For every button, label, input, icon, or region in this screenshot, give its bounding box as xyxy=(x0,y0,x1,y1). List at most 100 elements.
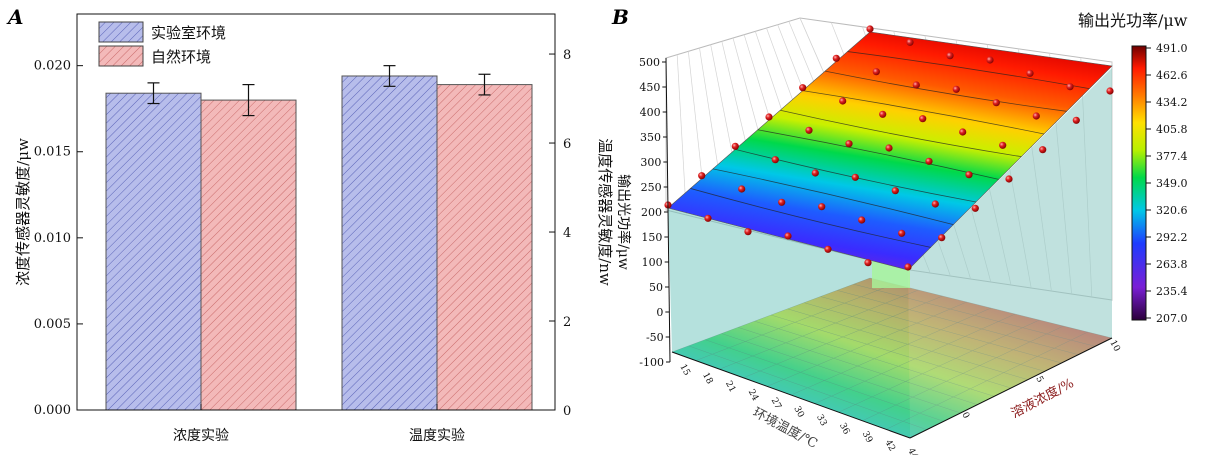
x-tick-label: 15 xyxy=(677,363,691,378)
x-tick-label: 30 xyxy=(791,405,805,420)
z-tick-label: 250 xyxy=(641,181,662,194)
z-tick-label: 50 xyxy=(649,281,663,294)
data-point xyxy=(965,171,973,179)
data-point xyxy=(931,200,939,208)
data-point xyxy=(778,198,786,206)
x-tick-label: 36 xyxy=(837,422,851,437)
z-axis-line xyxy=(665,57,671,363)
contour-line xyxy=(847,51,1090,90)
data-point xyxy=(731,142,739,150)
colorbar-tick-label: 292.2 xyxy=(1156,231,1188,244)
contour-line xyxy=(712,168,954,226)
data-point xyxy=(986,56,994,64)
legend: 实验室环境 自然环境 xyxy=(98,21,226,67)
x-tick-label: 18 xyxy=(700,371,714,386)
data-point xyxy=(891,187,899,195)
z-tick-label: 350 xyxy=(640,131,661,144)
data-point xyxy=(1032,112,1040,120)
x-category-label: 浓度实验 xyxy=(173,428,229,444)
legend-swatch-lab xyxy=(98,21,144,43)
z-tick-label: 500 xyxy=(639,56,660,69)
z-tick-label: 400 xyxy=(640,106,661,119)
contour-line xyxy=(780,109,1022,158)
legend-label-natural: 自然环境 xyxy=(151,48,211,66)
colorbar-tick-label: 377.4 xyxy=(1156,150,1188,163)
data-point xyxy=(952,85,960,93)
y2-tick-label: 0 xyxy=(563,404,571,419)
data-point xyxy=(959,128,967,136)
y-tick-label: 0.020 xyxy=(34,59,71,74)
legend-swatch-natural xyxy=(98,45,144,67)
panel-a: A 0.000 0.005 0.010 0.015 0.020 0 2 4 6 8 浓度实验 温度… xyxy=(6,5,614,444)
y2-tick-label: 8 xyxy=(563,48,571,63)
data-point xyxy=(832,54,840,62)
x-tick-label: 42 xyxy=(883,438,897,453)
panel-b: B 500450400350300250200150100500-50-100 … xyxy=(611,5,1188,459)
colorbar-tick-label: 349.0 xyxy=(1156,177,1188,190)
data-point xyxy=(1066,83,1074,91)
x-tick-label: 24 xyxy=(746,388,760,403)
data-point xyxy=(811,169,819,177)
y-tick-label: 0.010 xyxy=(34,231,71,246)
x-tick-label: 44 xyxy=(905,447,919,455)
bar xyxy=(105,92,202,411)
y-axis-line xyxy=(909,337,1113,439)
data-point xyxy=(858,216,866,224)
data-point xyxy=(904,263,912,271)
data-point xyxy=(879,110,887,118)
z-tick-label: 300 xyxy=(640,156,661,169)
y2-tick-label: 4 xyxy=(563,226,571,241)
colorbar-tick-label: 320.6 xyxy=(1156,204,1188,217)
contour-line xyxy=(802,90,1045,135)
y-tick-label: 0 xyxy=(959,411,971,421)
data-point xyxy=(866,25,874,33)
front-wall xyxy=(668,208,910,438)
y-axis-right-title: 温度传感器灵敏度/nw xyxy=(596,138,614,286)
x-tick-label: 27 xyxy=(769,396,783,411)
bar xyxy=(341,75,438,411)
colorbar-tick-label: 263.8 xyxy=(1156,258,1188,271)
x-tick-label: 39 xyxy=(860,430,874,445)
panel-a-frame xyxy=(76,13,556,411)
z-tick-label: -100 xyxy=(639,356,664,369)
z-tick-label: 200 xyxy=(641,206,662,219)
colorbar-tick-label: 235.4 xyxy=(1156,285,1188,298)
data-point xyxy=(938,234,946,242)
data-point xyxy=(1039,146,1047,154)
y2-tick-label: 6 xyxy=(563,137,571,152)
data-point xyxy=(999,141,1007,149)
legend-label-lab: 实验室环境 xyxy=(151,24,226,42)
data-point xyxy=(698,172,706,180)
data-point xyxy=(744,228,752,236)
data-point xyxy=(906,38,914,46)
y-tick-label: 0.000 xyxy=(34,403,71,418)
panel-a-label: A xyxy=(6,5,24,29)
y-tick-label: 0.005 xyxy=(34,317,71,332)
data-point xyxy=(824,245,832,253)
z-tick-label: -50 xyxy=(646,331,664,344)
data-point xyxy=(1106,87,1114,95)
data-point xyxy=(1072,116,1080,124)
data-point xyxy=(1026,69,1034,77)
data-point xyxy=(845,140,853,148)
data-point xyxy=(971,204,979,212)
data-point xyxy=(872,68,880,76)
data-point xyxy=(1005,175,1013,183)
data-point xyxy=(851,173,859,181)
data-point xyxy=(925,157,933,165)
contour-line xyxy=(690,188,931,248)
data-point xyxy=(898,229,906,237)
z-tick-label: 100 xyxy=(642,256,663,269)
data-point xyxy=(839,97,847,105)
data-point xyxy=(992,99,1000,107)
y-tick-label: 5 xyxy=(1033,375,1045,385)
z-tick-label: 0 xyxy=(656,306,663,319)
colorbar-title: 输出光功率/μw xyxy=(1078,11,1188,30)
data-point xyxy=(912,81,920,89)
y-tick-label: 10 xyxy=(1107,339,1121,354)
colorbar-tick-label: 491.0 xyxy=(1156,42,1188,55)
panel-b-label: B xyxy=(611,5,629,29)
x-tick-label: 33 xyxy=(814,413,828,428)
z-tick-label: 450 xyxy=(639,81,660,94)
x-category-label: 温度实验 xyxy=(409,428,465,444)
